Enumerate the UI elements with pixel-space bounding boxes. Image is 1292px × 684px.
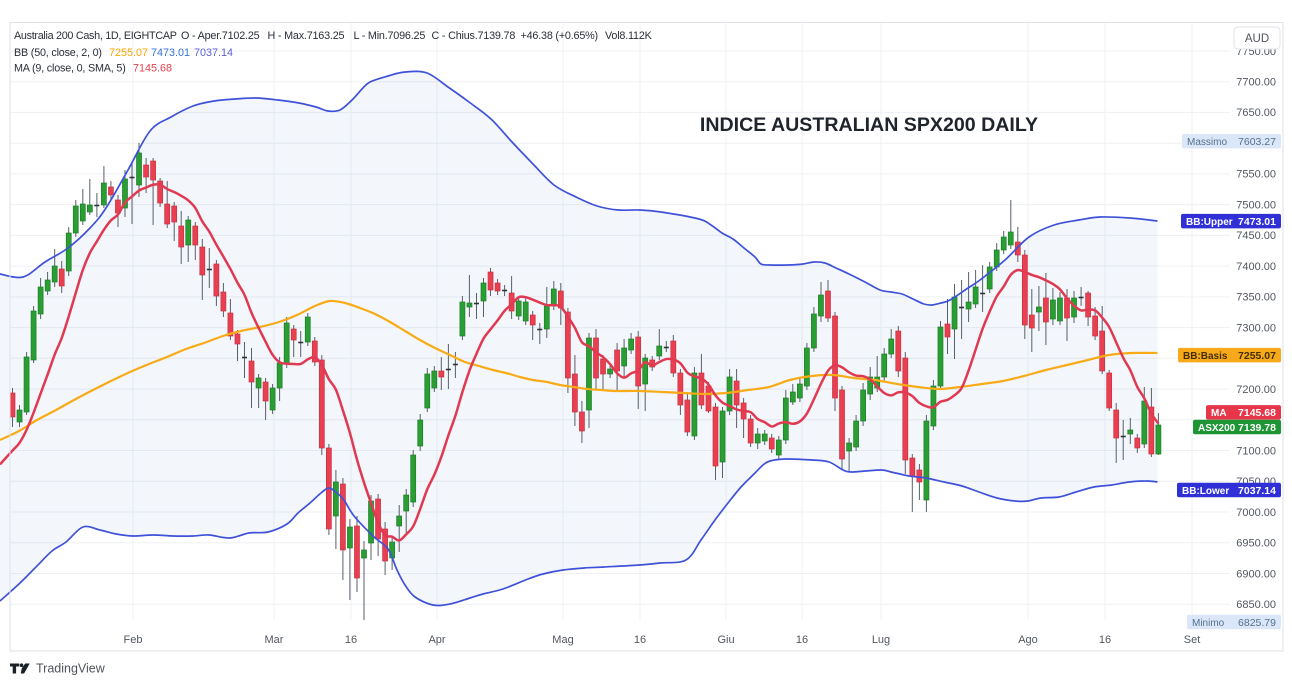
svg-text:7473.01: 7473.01 (151, 47, 190, 59)
svg-text:7500.00: 7500.00 (1236, 199, 1276, 211)
svg-text:Apr: Apr (428, 634, 445, 646)
svg-text:7037.14: 7037.14 (1238, 485, 1276, 497)
svg-text:16: 16 (345, 634, 357, 646)
svg-text:7139.78: 7139.78 (1238, 422, 1276, 434)
svg-text:6825.79: 6825.79 (1238, 617, 1276, 629)
svg-text:7700.00: 7700.00 (1236, 77, 1276, 89)
svg-text:Lug: Lug (872, 634, 890, 646)
svg-text:7255.07: 7255.07 (1238, 350, 1276, 362)
svg-text:7200.00: 7200.00 (1236, 384, 1276, 396)
svg-text:BB (50, close, 2, 0): BB (50, close, 2, 0) (14, 47, 102, 59)
svg-text:H - Max.7163.25: H - Max.7163.25 (268, 30, 345, 42)
svg-text:Minimo: Minimo (1192, 618, 1225, 629)
svg-text:7650.00: 7650.00 (1236, 107, 1276, 119)
svg-text:Massimo: Massimo (1187, 137, 1227, 148)
svg-text:L - Min.7096.25: L - Min.7096.25 (354, 30, 426, 42)
svg-text:16: 16 (796, 634, 808, 646)
svg-text:7400.00: 7400.00 (1236, 261, 1276, 273)
svg-text:7145.68: 7145.68 (1238, 407, 1276, 419)
svg-text:7350.00: 7350.00 (1236, 292, 1276, 304)
svg-text:7550.00: 7550.00 (1236, 169, 1276, 181)
svg-text:7037.14: 7037.14 (194, 47, 233, 59)
svg-text:BB:Lower: BB:Lower (1182, 486, 1229, 497)
svg-text:6900.00: 6900.00 (1236, 568, 1276, 580)
svg-text:16: 16 (634, 634, 646, 646)
svg-text:16: 16 (1099, 634, 1111, 646)
svg-text:6950.00: 6950.00 (1236, 538, 1276, 550)
svg-text:MA: MA (1211, 408, 1227, 419)
svg-text:7450.00: 7450.00 (1236, 230, 1276, 242)
svg-text:MA (9, close, 0, SMA, 5): MA (9, close, 0, SMA, 5) (14, 62, 126, 74)
svg-text:BB:Upper: BB:Upper (1186, 217, 1233, 228)
svg-text:6850.00: 6850.00 (1236, 599, 1276, 611)
svg-text:7000.00: 7000.00 (1236, 507, 1276, 519)
svg-text:7145.68: 7145.68 (133, 62, 172, 74)
svg-text:INDICE AUSTRALIAN SPX200 DAILY: INDICE AUSTRALIAN SPX200 DAILY (700, 114, 1038, 136)
svg-text:7300.00: 7300.00 (1236, 322, 1276, 334)
svg-text:Mag: Mag (552, 634, 573, 646)
svg-text:7473.01: 7473.01 (1238, 216, 1276, 228)
svg-text:ASX200: ASX200 (1198, 423, 1236, 434)
svg-text:+46.38 (+0.65%): +46.38 (+0.65%) (521, 30, 598, 42)
svg-text:7255.07: 7255.07 (109, 47, 148, 59)
svg-text:O - Aper.7102.25: O - Aper.7102.25 (181, 30, 260, 42)
svg-text:Australia 200 Cash, 1D, EIGHTC: Australia 200 Cash, 1D, EIGHTCAP (14, 30, 177, 42)
svg-text:C - Chius.7139.78: C - Chius.7139.78 (432, 30, 516, 42)
svg-text:TradingView: TradingView (36, 662, 106, 676)
svg-text:Feb: Feb (124, 634, 143, 646)
svg-text:7603.27: 7603.27 (1238, 136, 1276, 148)
svg-text:Mar: Mar (265, 634, 284, 646)
svg-text:Set: Set (1184, 634, 1201, 646)
svg-text:AUD: AUD (1245, 33, 1269, 45)
svg-text:BB:Basis: BB:Basis (1183, 351, 1228, 362)
svg-text:Giu: Giu (717, 634, 734, 646)
svg-text:7100.00: 7100.00 (1236, 445, 1276, 457)
svg-text:Vol8.112K: Vol8.112K (605, 30, 653, 42)
svg-text:Ago: Ago (1018, 634, 1038, 646)
